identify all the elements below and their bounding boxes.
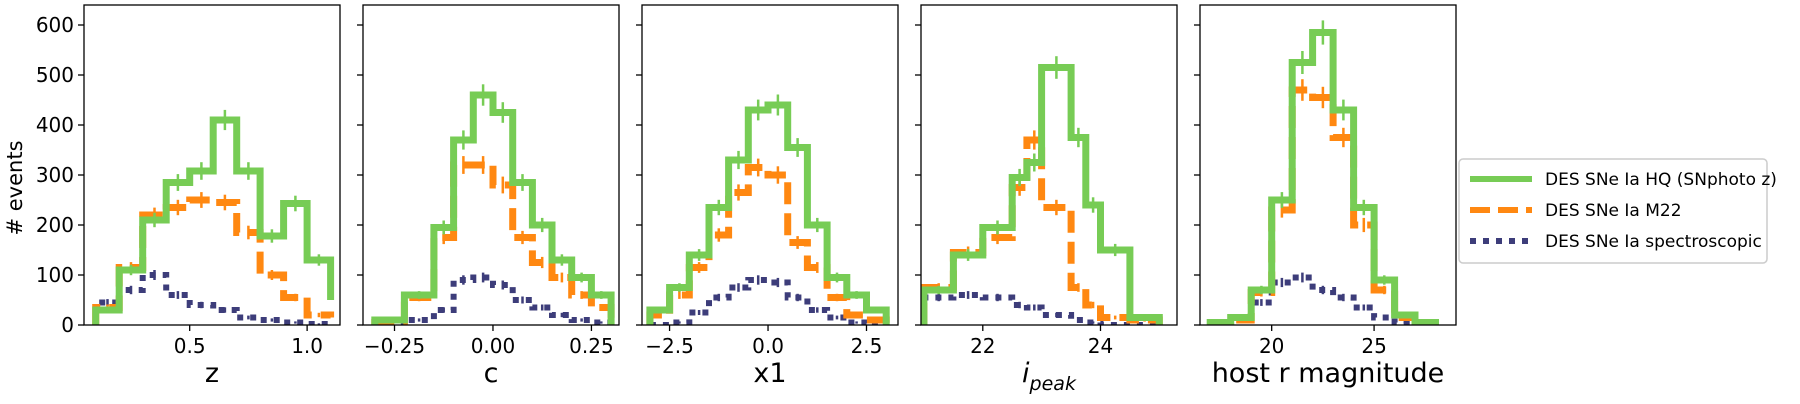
x-tick-label: 20 — [1259, 334, 1284, 358]
legend-label-m22: DES SNe Ia M22 — [1545, 201, 1682, 221]
x-axis-label: ipeak — [1022, 358, 1077, 395]
x-tick-label: 2.5 — [851, 334, 883, 358]
x-tick-label: 0.00 — [471, 334, 516, 358]
axes-frame — [641, 4, 899, 326]
x-axis-label: x1 — [753, 358, 786, 389]
x-tick-label: 1.0 — [291, 334, 323, 358]
plot-area — [1206, 20, 1439, 325]
legend: DES SNe Ia HQ (SNphoto z) DES SNe Ia M22… — [1458, 158, 1777, 264]
series-photo-step — [646, 101, 890, 325]
panel-4: 22 24 ipeak — [915, 4, 1178, 395]
y-tick-label: 600 — [36, 13, 74, 37]
axes-frame — [1199, 4, 1457, 326]
series-photo-step — [1206, 29, 1439, 325]
legend-label-photo: DES SNe Ia HQ (SNphoto z) — [1545, 170, 1777, 190]
series-spec-step — [374, 274, 615, 325]
legend-frame — [1458, 158, 1768, 264]
series-photo-step — [371, 91, 615, 325]
x-axis-label: c — [484, 358, 499, 389]
series-m22-step — [646, 164, 890, 325]
y-tick-label: 400 — [36, 113, 74, 137]
y-tick-label: 0 — [61, 313, 74, 337]
plot-area — [646, 94, 890, 325]
x-tick-label: 22 — [970, 334, 995, 358]
x-tick-label: −0.25 — [364, 334, 425, 358]
y-tick-label: 100 — [36, 263, 74, 287]
x-axis-label: host r magnitude — [1212, 358, 1445, 389]
y-axis-label: # events — [3, 140, 27, 235]
axes-frame — [362, 4, 620, 326]
axes-frame — [920, 4, 1178, 326]
x-axis-label: z — [205, 358, 219, 389]
plot-area — [921, 56, 1163, 325]
plot-area — [371, 84, 615, 325]
y-tick-label: 300 — [36, 163, 74, 187]
x-tick-label: 25 — [1361, 334, 1386, 358]
x-tick-label: −2.5 — [645, 334, 694, 358]
axes-frame — [83, 4, 341, 326]
y-tick-label: 200 — [36, 213, 74, 237]
legend-label-spec: DES SNe Ia spectroscopic — [1545, 232, 1762, 252]
x-tick-label: 0.5 — [174, 334, 206, 358]
series-spec-step — [921, 292, 1160, 325]
plot-area — [92, 109, 335, 325]
panel-3: −2.5 0.0 2.5 x1 — [636, 4, 899, 389]
x-tick-label: 24 — [1088, 334, 1113, 358]
x-tick-label: 0.0 — [752, 334, 784, 358]
x-tick-label: 0.25 — [569, 334, 614, 358]
panel-2: −0.25 0.00 0.25 c — [357, 4, 620, 389]
panel-1: 0 100 200 300 400 500 600 0.5 1.0 z — [36, 4, 341, 389]
y-tick-label: 500 — [36, 63, 74, 87]
series-m22-step — [371, 161, 615, 325]
